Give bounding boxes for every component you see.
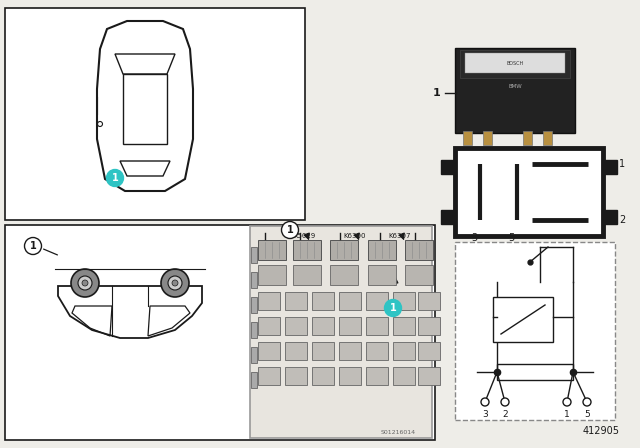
Bar <box>251 322 257 338</box>
Bar <box>366 367 388 385</box>
Bar <box>250 226 432 438</box>
Circle shape <box>161 269 189 297</box>
Circle shape <box>583 398 591 406</box>
Bar <box>312 292 334 310</box>
Bar <box>523 131 532 145</box>
Bar <box>366 317 388 335</box>
Text: 2: 2 <box>502 410 508 419</box>
Circle shape <box>282 221 298 238</box>
Text: 1: 1 <box>111 173 118 183</box>
Bar <box>339 292 361 310</box>
Bar <box>258 265 286 285</box>
Bar <box>366 342 388 360</box>
Circle shape <box>24 237 42 254</box>
Text: S01216014: S01216014 <box>380 430 415 435</box>
Circle shape <box>82 280 88 286</box>
Bar <box>330 240 358 260</box>
Circle shape <box>71 269 99 297</box>
Bar <box>455 48 575 133</box>
Bar <box>603 210 617 224</box>
Circle shape <box>78 276 92 290</box>
Bar <box>463 131 472 145</box>
Text: 1: 1 <box>433 88 441 98</box>
Bar <box>368 240 396 260</box>
Bar <box>312 367 334 385</box>
Circle shape <box>168 276 182 290</box>
Bar <box>5 225 435 440</box>
Text: 1: 1 <box>390 303 396 313</box>
Text: 2: 2 <box>619 215 625 225</box>
Bar <box>339 367 361 385</box>
Text: BOSCH: BOSCH <box>506 60 524 65</box>
Text: K6307: K6307 <box>388 233 412 239</box>
Bar <box>312 342 334 360</box>
Text: BMW: BMW <box>508 84 522 89</box>
Bar <box>543 131 552 145</box>
Bar <box>293 265 321 285</box>
Bar <box>258 317 280 335</box>
Bar <box>418 342 440 360</box>
Bar <box>405 265 433 285</box>
Bar <box>405 240 433 260</box>
Bar <box>285 367 307 385</box>
Bar <box>441 160 455 174</box>
Bar <box>285 292 307 310</box>
Text: 5: 5 <box>584 410 590 419</box>
Text: 1: 1 <box>619 159 625 169</box>
Bar <box>251 272 257 288</box>
Bar <box>258 292 280 310</box>
Bar <box>339 317 361 335</box>
Text: 1: 1 <box>287 225 293 235</box>
Bar <box>460 50 570 78</box>
Bar <box>366 292 388 310</box>
Bar <box>455 242 615 420</box>
Text: 3: 3 <box>471 233 477 243</box>
Bar <box>339 342 361 360</box>
Bar <box>123 74 167 144</box>
Bar <box>368 265 396 285</box>
Bar <box>603 160 617 174</box>
Bar <box>251 247 257 263</box>
Bar <box>251 297 257 313</box>
Circle shape <box>501 398 509 406</box>
Bar <box>251 372 257 388</box>
Circle shape <box>563 398 571 406</box>
Text: K5029: K5029 <box>294 233 316 239</box>
Bar <box>393 317 415 335</box>
Text: 5: 5 <box>508 233 515 243</box>
Circle shape <box>106 169 124 186</box>
Text: 1: 1 <box>564 410 570 419</box>
Bar <box>418 292 440 310</box>
Bar <box>258 342 280 360</box>
Bar <box>393 367 415 385</box>
Bar <box>393 342 415 360</box>
Bar <box>251 347 257 363</box>
Bar <box>258 367 280 385</box>
Bar <box>441 210 455 224</box>
Bar <box>5 8 305 220</box>
Text: 3: 3 <box>482 410 488 419</box>
Bar <box>483 131 492 145</box>
Bar <box>330 265 358 285</box>
Text: K6300: K6300 <box>344 233 366 239</box>
Bar <box>312 317 334 335</box>
Bar <box>465 53 565 73</box>
Bar <box>258 240 286 260</box>
Text: 1: 1 <box>29 241 36 251</box>
Bar <box>418 317 440 335</box>
Bar <box>493 297 553 342</box>
Bar <box>393 292 415 310</box>
Text: 412905: 412905 <box>583 426 620 436</box>
Bar <box>418 367 440 385</box>
Bar <box>293 240 321 260</box>
Bar <box>455 148 603 236</box>
Bar <box>285 317 307 335</box>
Circle shape <box>172 280 178 286</box>
Circle shape <box>481 398 489 406</box>
Bar <box>497 364 573 380</box>
Circle shape <box>385 300 401 316</box>
Bar <box>285 342 307 360</box>
